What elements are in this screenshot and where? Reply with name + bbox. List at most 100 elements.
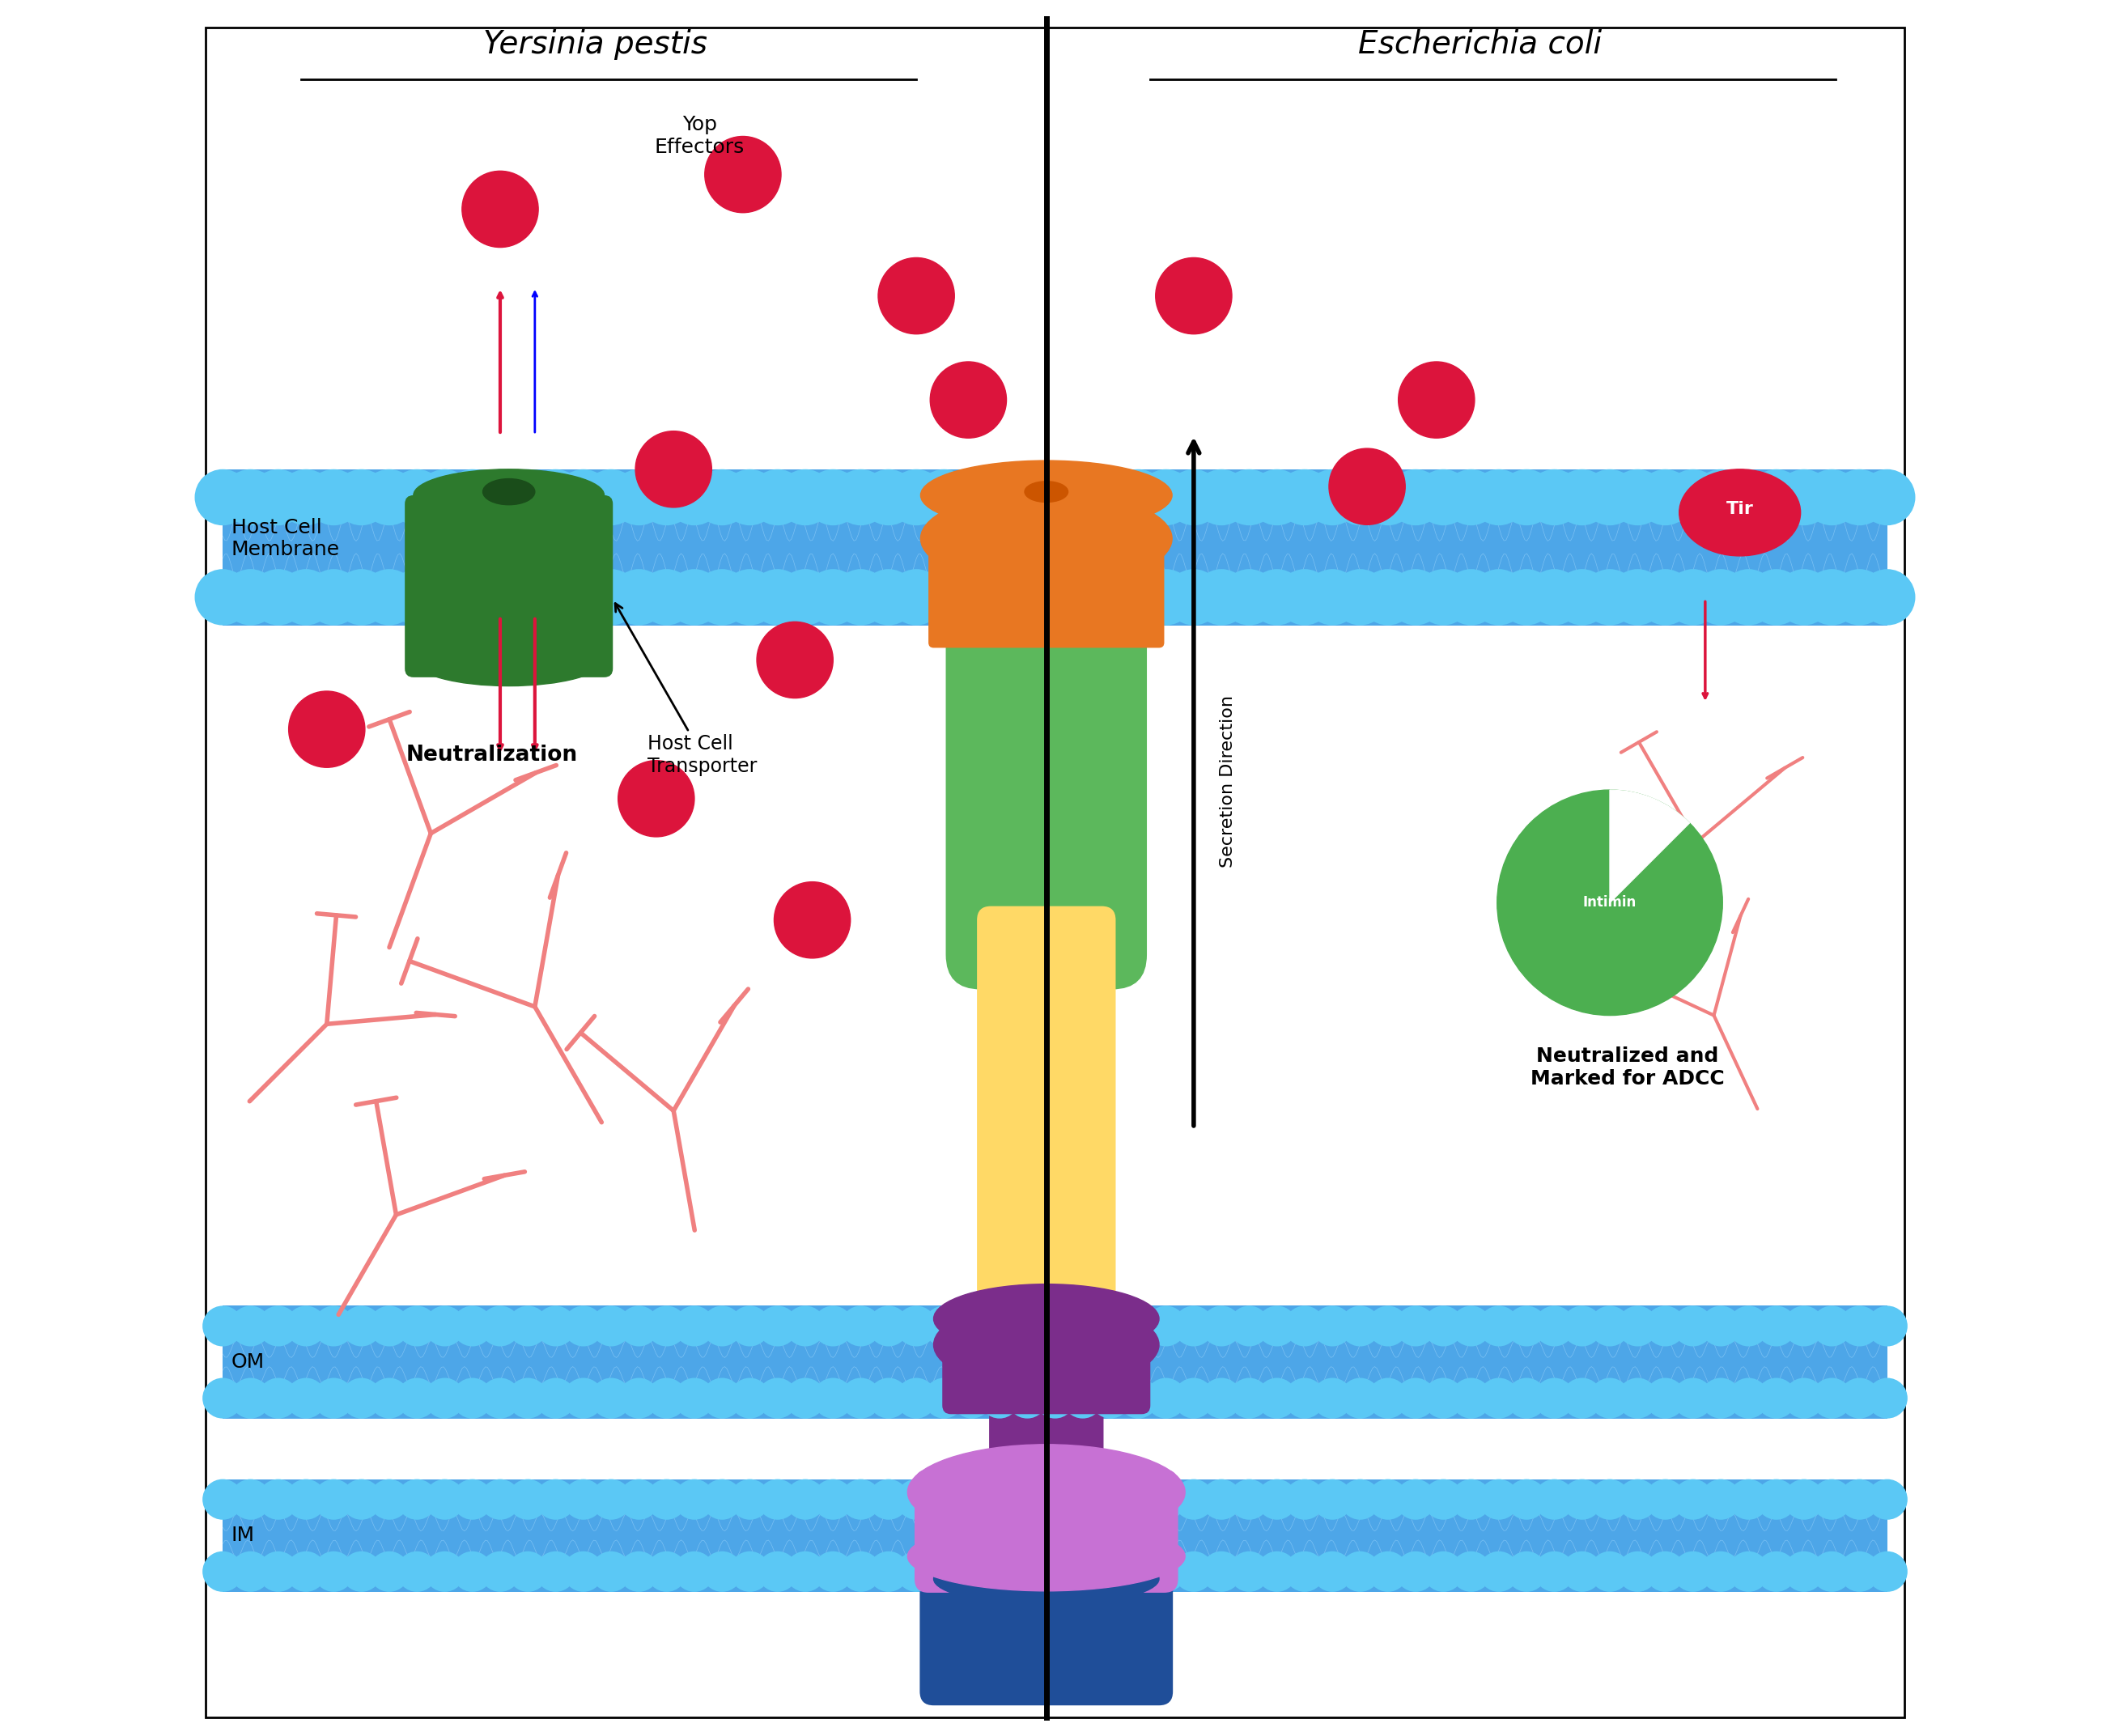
Circle shape: [582, 469, 639, 526]
Text: Intimin: Intimin: [1582, 896, 1637, 910]
Circle shape: [424, 1305, 464, 1347]
Circle shape: [646, 1305, 688, 1347]
Circle shape: [361, 569, 418, 625]
Circle shape: [1728, 1305, 1768, 1347]
FancyBboxPatch shape: [405, 495, 612, 677]
Circle shape: [1367, 1552, 1407, 1592]
Circle shape: [1082, 469, 1139, 526]
Circle shape: [1006, 1305, 1047, 1347]
Circle shape: [1118, 1378, 1158, 1418]
Circle shape: [1258, 1378, 1298, 1418]
Circle shape: [536, 1479, 576, 1519]
Circle shape: [673, 1378, 715, 1418]
Circle shape: [1728, 1552, 1768, 1592]
Circle shape: [1285, 1378, 1325, 1418]
Circle shape: [369, 1479, 409, 1519]
Circle shape: [1156, 257, 1232, 333]
Circle shape: [635, 431, 711, 507]
Circle shape: [230, 1552, 270, 1592]
Circle shape: [536, 1378, 576, 1418]
Circle shape: [1165, 569, 1222, 625]
Circle shape: [314, 1479, 354, 1519]
Circle shape: [1399, 361, 1475, 437]
Circle shape: [1395, 1552, 1437, 1592]
Circle shape: [1304, 469, 1361, 526]
Circle shape: [314, 1378, 354, 1418]
Circle shape: [1756, 1305, 1796, 1347]
Circle shape: [812, 1305, 852, 1347]
Circle shape: [257, 1479, 298, 1519]
Circle shape: [618, 1378, 658, 1418]
Circle shape: [1416, 569, 1471, 625]
Circle shape: [479, 1479, 521, 1519]
Circle shape: [1840, 1479, 1880, 1519]
FancyBboxPatch shape: [928, 533, 1165, 648]
Circle shape: [203, 1378, 243, 1418]
Circle shape: [1173, 1305, 1213, 1347]
Circle shape: [1553, 469, 1610, 526]
Circle shape: [1673, 1479, 1713, 1519]
Circle shape: [1285, 1479, 1325, 1519]
Circle shape: [1034, 1552, 1076, 1592]
Circle shape: [1646, 1552, 1686, 1592]
Ellipse shape: [933, 1285, 1158, 1354]
Circle shape: [1312, 1552, 1353, 1592]
Circle shape: [1340, 1305, 1380, 1347]
Text: OM: OM: [232, 1352, 266, 1371]
Circle shape: [1277, 569, 1334, 625]
Circle shape: [416, 469, 473, 526]
Circle shape: [1110, 469, 1167, 526]
Circle shape: [479, 1305, 521, 1347]
Circle shape: [473, 569, 528, 625]
Text: Escherichia coli: Escherichia coli: [1359, 30, 1601, 59]
Circle shape: [1194, 569, 1249, 625]
Circle shape: [1507, 1305, 1547, 1347]
Circle shape: [1340, 1479, 1380, 1519]
Circle shape: [388, 469, 445, 526]
Circle shape: [1783, 1378, 1825, 1418]
Circle shape: [314, 1305, 354, 1347]
Circle shape: [1304, 569, 1361, 625]
Circle shape: [1359, 469, 1416, 526]
Circle shape: [1118, 1305, 1158, 1347]
Circle shape: [757, 1479, 798, 1519]
Circle shape: [757, 621, 833, 698]
Circle shape: [1616, 1479, 1658, 1519]
Circle shape: [730, 1552, 770, 1592]
Circle shape: [1804, 469, 1859, 526]
Circle shape: [1258, 1479, 1298, 1519]
Circle shape: [1534, 1479, 1574, 1519]
Circle shape: [878, 257, 954, 333]
Circle shape: [1422, 1479, 1464, 1519]
Circle shape: [667, 469, 722, 526]
Circle shape: [1859, 569, 1916, 625]
Circle shape: [591, 1479, 631, 1519]
Circle shape: [1749, 569, 1804, 625]
Circle shape: [979, 1378, 1019, 1418]
Circle shape: [388, 569, 445, 625]
Circle shape: [1749, 469, 1804, 526]
Circle shape: [1720, 569, 1777, 625]
Circle shape: [369, 1552, 409, 1592]
Circle shape: [1055, 469, 1110, 526]
Circle shape: [1055, 569, 1110, 625]
Wedge shape: [1610, 790, 1690, 903]
Circle shape: [1561, 1378, 1601, 1418]
Circle shape: [1840, 1378, 1880, 1418]
Circle shape: [279, 469, 333, 526]
Circle shape: [1526, 469, 1582, 526]
Circle shape: [1783, 1305, 1825, 1347]
Circle shape: [1146, 1305, 1186, 1347]
Circle shape: [722, 469, 779, 526]
Circle shape: [424, 1552, 464, 1592]
Circle shape: [1091, 1479, 1131, 1519]
Circle shape: [1610, 569, 1665, 625]
Circle shape: [1452, 1378, 1492, 1418]
Circle shape: [757, 1378, 798, 1418]
Circle shape: [1173, 1479, 1213, 1519]
Circle shape: [1479, 1552, 1519, 1592]
Circle shape: [916, 469, 973, 526]
Circle shape: [1228, 1305, 1270, 1347]
Circle shape: [703, 1479, 743, 1519]
Circle shape: [869, 1479, 909, 1519]
